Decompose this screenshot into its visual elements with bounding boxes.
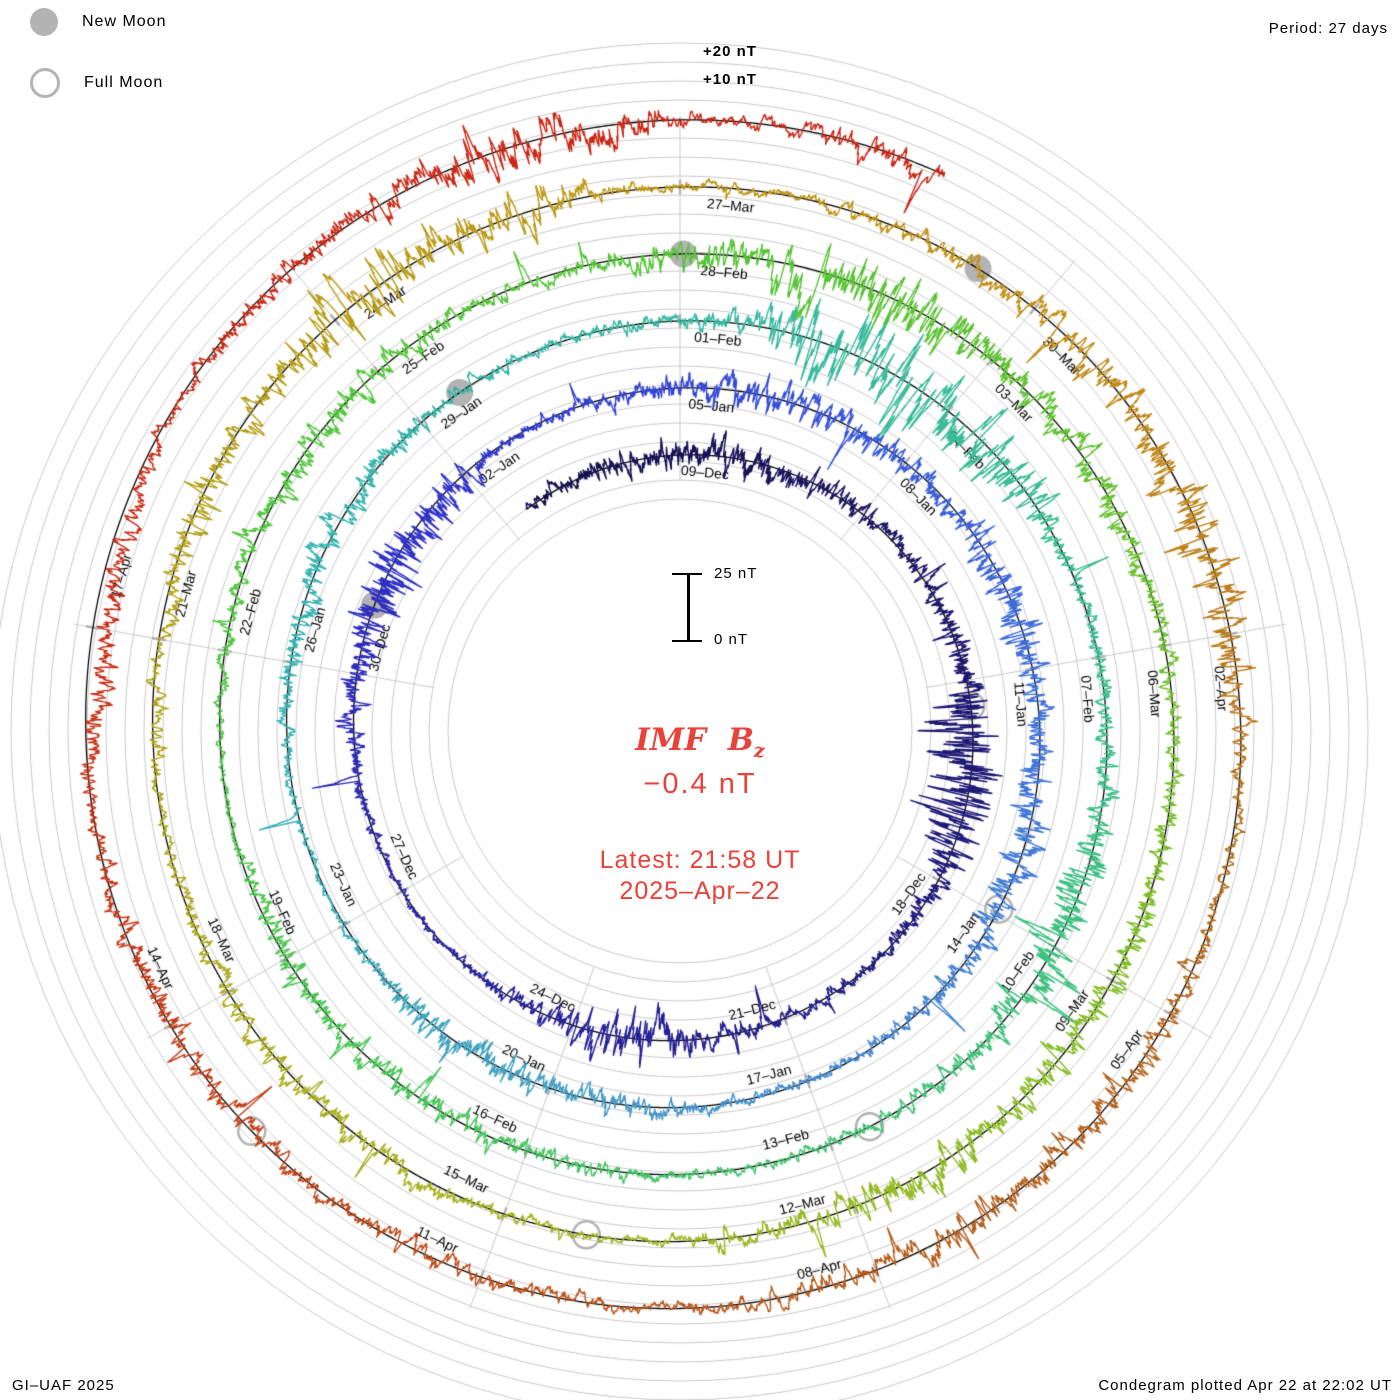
- period-label: Period: 27 days: [1268, 20, 1388, 37]
- new-moon-label: New Moon: [82, 13, 167, 30]
- plus10nt-label: +10 nT: [703, 71, 757, 88]
- imf-bz-current-value: −0.4 nT: [643, 768, 757, 801]
- latest-time: Latest: 21:58 UT: [599, 846, 801, 875]
- credit-label: GI–UAF 2025: [12, 1377, 115, 1394]
- center-readout: IMF Bz −0.4 nT Latest: 21:58 UT 2025–Apr…: [520, 722, 880, 907]
- scale-bar-bottom-cap: [672, 640, 702, 642]
- scale-bar-top-label: 25 nT: [714, 565, 758, 582]
- latest-date: 2025–Apr–22: [619, 877, 781, 906]
- new-moon-icon: [30, 8, 58, 36]
- plotted-timestamp: Condegram plotted Apr 22 at 22:02 UT: [1098, 1377, 1392, 1394]
- scale-bar-line: [687, 574, 690, 641]
- imf-bz-title: IMF Bz: [635, 722, 765, 763]
- plus20nt-label: +20 nT: [703, 43, 757, 60]
- scale-bar-bottom-label: 0 nT: [714, 631, 749, 648]
- legend-full-moon: Full Moon: [30, 68, 163, 98]
- latest-timestamp: Latest: 21:58 UT 2025–Apr–22: [520, 845, 880, 907]
- full-moon-label: Full Moon: [84, 74, 164, 91]
- legend-new-moon: New Moon: [30, 8, 166, 36]
- full-moon-icon: [30, 68, 60, 98]
